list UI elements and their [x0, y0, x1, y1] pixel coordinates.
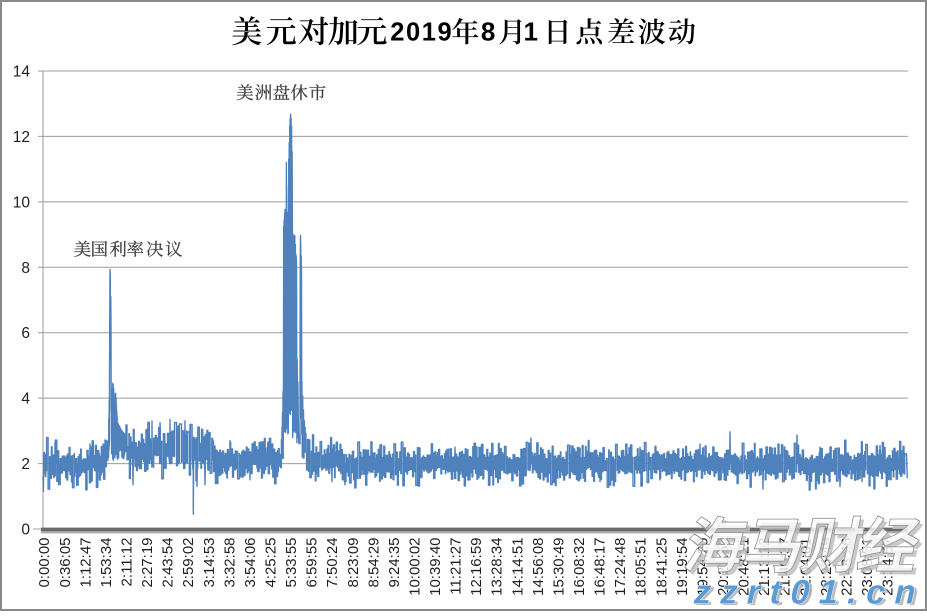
svg-text:1:12:47: 1:12:47	[77, 538, 94, 588]
svg-text:1: 1	[524, 17, 538, 47]
svg-text:10:00:02: 10:00:02	[407, 538, 424, 596]
svg-text:6:59:55: 6:59:55	[304, 538, 321, 588]
svg-text:10: 10	[13, 194, 31, 211]
svg-text:18:05:51: 18:05:51	[633, 538, 650, 596]
svg-text:14: 14	[13, 64, 31, 81]
svg-text:2:11:12: 2:11:12	[119, 538, 136, 587]
svg-text:8: 8	[481, 17, 495, 47]
svg-text:14:56:08: 14:56:08	[530, 538, 547, 596]
svg-text:3:32:58: 3:32:58	[221, 538, 238, 588]
svg-text:11:21:27: 11:21:27	[448, 538, 465, 595]
svg-text:3:54:06: 3:54:06	[242, 538, 259, 588]
svg-text:3:14:53: 3:14:53	[201, 538, 218, 588]
svg-text:2:59:02: 2:59:02	[180, 538, 197, 588]
svg-text:4: 4	[21, 391, 30, 408]
svg-text:15:30:49: 15:30:49	[551, 538, 568, 596]
svg-text:0: 0	[21, 522, 30, 539]
svg-text:1:53:34: 1:53:34	[98, 538, 115, 588]
svg-text:12: 12	[13, 129, 30, 146]
svg-text:0:00:00: 0:00:00	[36, 538, 53, 588]
svg-text:4:25:25: 4:25:25	[263, 538, 280, 588]
svg-text:13:28:34: 13:28:34	[489, 538, 506, 596]
svg-text:6: 6	[21, 325, 30, 342]
svg-text:5:33:55: 5:33:55	[283, 538, 300, 588]
svg-text:16:08:32: 16:08:32	[571, 538, 588, 596]
svg-text:14:14:51: 14:14:51	[509, 538, 526, 596]
svg-text:18:41:25: 18:41:25	[653, 538, 670, 596]
svg-text:7:50:24: 7:50:24	[324, 538, 341, 588]
svg-text:2: 2	[21, 456, 30, 473]
svg-text:10:39:40: 10:39:40	[427, 538, 444, 596]
svg-text:8: 8	[21, 260, 30, 277]
svg-text:9:24:35: 9:24:35	[386, 538, 403, 588]
svg-text:0:36:05: 0:36:05	[57, 538, 74, 588]
svg-text:12:16:59: 12:16:59	[468, 538, 485, 596]
svg-text:8:23:09: 8:23:09	[345, 538, 362, 588]
svg-text:2:43:54: 2:43:54	[160, 538, 177, 588]
svg-text:zzrt01.cn: zzrt01.cn	[695, 575, 927, 611]
svg-text:8:54:29: 8:54:29	[365, 538, 382, 588]
svg-text:19:19:54: 19:19:54	[674, 538, 691, 596]
svg-text:2:27:19: 2:27:19	[139, 538, 156, 588]
svg-text:17:24:48: 17:24:48	[612, 538, 629, 596]
svg-text:2019: 2019	[390, 19, 453, 47]
svg-text:zzrt01.cn: zzrt01.cn	[692, 574, 925, 611]
svg-text:16:48:17: 16:48:17	[592, 538, 609, 596]
